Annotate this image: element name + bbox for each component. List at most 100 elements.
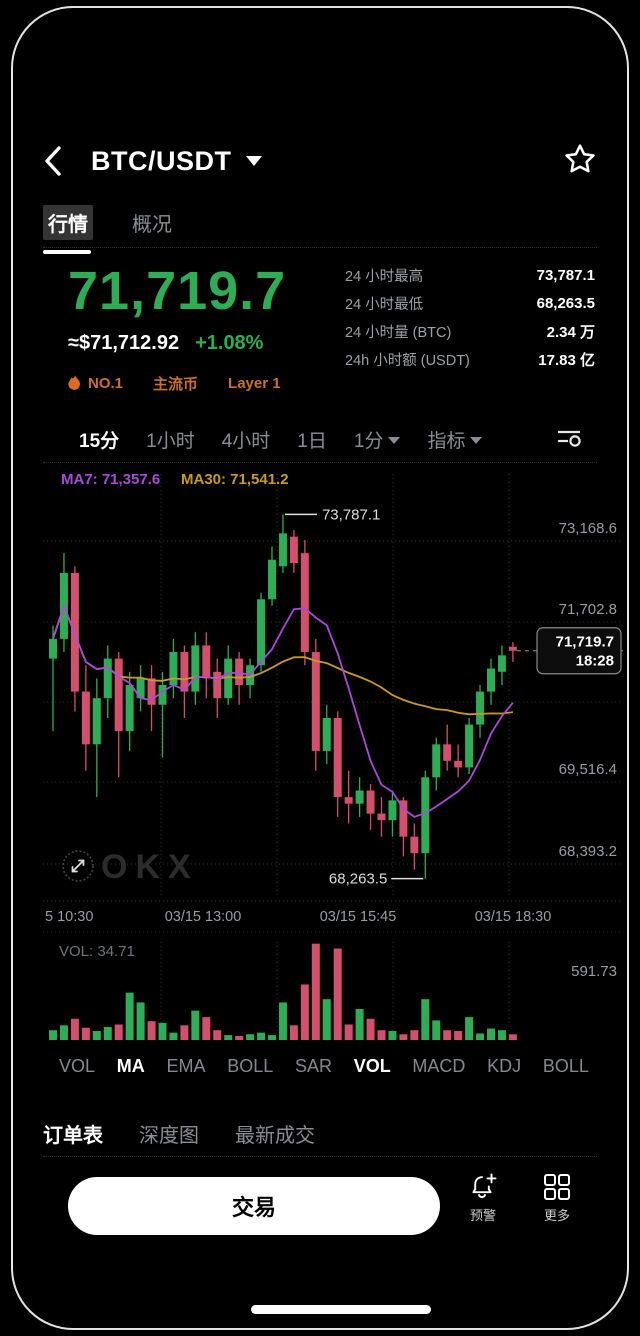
volume-labels: VOL: 34.71 591.73 <box>59 943 617 980</box>
fiat-price: ≈$71,712.92 <box>68 332 180 354</box>
stat-row-low: 24 小时最低 68,263.5 <box>345 293 595 314</box>
category-badge-mainstream[interactable]: 主流币 <box>153 373 198 394</box>
badge-row: NO.1 主流币 Layer 1 <box>68 373 281 394</box>
tab-market[interactable]: 行情 <box>43 205 93 254</box>
svg-text:03/15 13:00: 03/15 13:00 <box>165 909 242 925</box>
grid-more-icon <box>544 1174 570 1200</box>
category-badge-label: 主流币 <box>153 376 199 393</box>
svg-text:18:28: 18:28 <box>576 653 614 670</box>
svg-text:73,787.1: 73,787.1 <box>322 506 380 523</box>
timeframe-1d[interactable]: 1日 <box>297 426 327 453</box>
candles <box>49 514 517 879</box>
svg-text:03/15 15:45: 03/15 15:45 <box>320 909 397 925</box>
timeframe-bar: 15分 1小时 4小时 1日 1分 指标 <box>43 416 597 463</box>
svg-text:MA30: 71,541.2: MA30: 71,541.2 <box>181 471 289 488</box>
price-chart[interactable]: OKX MA7: 71,357.6 MA30: 71,541.2 73,787.1 68… <box>43 464 623 1044</box>
stats-panel: 24 小时最高 73,787.1 24 小时最低 68,263.5 24 小时量 (… <box>345 265 595 370</box>
indicator-vol2[interactable]: VOL <box>353 1055 391 1076</box>
layer1-badge-label: Layer 1 <box>228 375 281 392</box>
stat-label: 24 小时最低 <box>345 297 424 313</box>
header: BTC/USDT <box>43 136 597 186</box>
tab-latest-trades[interactable]: 最新成交 <box>235 1125 315 1147</box>
price-change-percent: +1.08% <box>195 332 264 354</box>
tab-overview[interactable]: 概况 <box>132 214 172 236</box>
indicator-vol[interactable]: VOL <box>59 1055 96 1076</box>
action-row: 交易 预警 更多 <box>43 1171 597 1243</box>
indicator-boll[interactable]: BOLL <box>227 1055 274 1076</box>
indicator-macd[interactable]: MACD <box>412 1055 466 1076</box>
chart-settings-button[interactable] <box>555 426 583 453</box>
alert-button[interactable]: 预警 <box>457 1173 509 1224</box>
candlestick-chart-svg: OKX MA7: 71,357.6 MA30: 71,541.2 73,787.1 68… <box>43 471 623 1040</box>
indicator-tab-bar: VOL MA EMA BOLL SAR VOL MACD KDJ BOLL <box>43 1046 597 1086</box>
timeframe-label: 4小时 <box>221 430 271 452</box>
rank-badge[interactable]: NO.1 <box>68 375 123 392</box>
back-button[interactable] <box>43 144 77 178</box>
star-icon <box>565 143 595 172</box>
indicator-ma[interactable]: MA <box>116 1055 145 1076</box>
phone-frame: BTC/USDT 行情 概况 71,719.7 ≈$71,712.92 +1.0… <box>11 6 629 1330</box>
stat-value: 68,263.5 <box>536 295 595 312</box>
svg-text:5 10:30: 5 10:30 <box>45 909 93 925</box>
more-label: 更多 <box>543 1208 570 1223</box>
timeframe-1h[interactable]: 1小时 <box>146 426 195 453</box>
stat-label: 24h 小时额 (USDT) <box>345 353 470 369</box>
timeframe-label: 1分 <box>353 430 384 452</box>
tab-order-book[interactable]: 订单表 <box>43 1125 103 1147</box>
last-price: 71,719.7 <box>68 261 287 321</box>
x-axis-labels: 5 10:30 03/15 13:00 03/15 15:45 03/15 18:30 <box>45 909 551 925</box>
timeframe-more-dropdown[interactable]: 1分 <box>354 426 401 453</box>
stat-row-volume-usdt: 24h 小时额 (USDT) 17.83 亿 <box>345 349 595 370</box>
timeframe-4h[interactable]: 4小时 <box>222 426 271 453</box>
high-annotation: 73,787.1 <box>284 506 380 523</box>
pair-dropdown-caret-icon[interactable] <box>245 156 262 166</box>
stat-row-high: 24 小时最高 73,787.1 <box>345 265 595 286</box>
ma30-line <box>52 603 514 716</box>
tab-depth-chart[interactable]: 深度图 <box>139 1125 199 1147</box>
chevron-down-icon <box>470 436 483 444</box>
svg-text:73,168.6: 73,168.6 <box>559 520 617 537</box>
indicator-boll2[interactable]: BOLL <box>542 1055 589 1076</box>
okx-watermark: OKX <box>101 848 199 886</box>
svg-text:71,719.7: 71,719.7 <box>556 634 614 651</box>
stat-value: 17.83 亿 <box>538 352 595 369</box>
chart-gridlines <box>43 474 623 1040</box>
last-price-tag: 71,719.7 18:28 <box>516 627 623 675</box>
svg-text:69,516.4: 69,516.4 <box>559 761 617 778</box>
chevron-left-icon <box>45 146 61 176</box>
price-block: 71,719.7 ≈$71,712.92 +1.08% <box>68 260 286 355</box>
chevron-down-icon <box>388 436 401 444</box>
ma7-line <box>52 603 514 818</box>
indicator-sar[interactable]: SAR <box>294 1055 332 1076</box>
stat-label: 24 小时量 (BTC) <box>345 325 452 341</box>
svg-text:71,702.8: 71,702.8 <box>559 601 617 618</box>
alert-label: 预警 <box>469 1208 496 1223</box>
timeframe-15m[interactable]: 15分 <box>79 426 119 453</box>
trade-button[interactable]: 交易 <box>68 1177 440 1235</box>
svg-text:68,263.5: 68,263.5 <box>329 871 387 888</box>
pair-title: BTC/USDT <box>91 145 232 176</box>
stat-value: 2.34 万 <box>546 324 595 341</box>
category-badge-layer1[interactable]: Layer 1 <box>228 375 281 392</box>
expand-chart-icon <box>62 850 94 882</box>
svg-text:OKX: OKX <box>101 848 199 886</box>
indicator-ema[interactable]: EMA <box>166 1055 206 1076</box>
timeframe-label: 1日 <box>297 430 327 452</box>
svg-text:591.73: 591.73 <box>571 963 617 980</box>
home-indicator[interactable] <box>251 1305 431 1314</box>
favorite-star-button[interactable] <box>563 142 597 181</box>
chart-settings-icon <box>558 430 581 447</box>
stat-value: 73,787.1 <box>536 267 595 284</box>
indicator-dropdown-label: 指标 <box>427 430 466 452</box>
indicator-kdj[interactable]: KDJ <box>487 1055 522 1076</box>
ma-labels: MA7: 71,357.6 MA30: 71,541.2 <box>61 471 289 488</box>
order-tab-bar: 订单表 深度图 最新成交 <box>43 1111 597 1157</box>
y-axis-labels: 73,168.6 71,702.8 69,516.4 68,393.2 <box>559 520 617 860</box>
svg-text:03/15 18:30: 03/15 18:30 <box>475 909 552 925</box>
rank-badge-label: NO.1 <box>88 375 124 392</box>
low-annotation: 68,263.5 <box>329 871 424 888</box>
more-button[interactable]: 更多 <box>531 1173 583 1224</box>
flame-icon <box>68 375 81 390</box>
indicator-dropdown[interactable]: 指标 <box>427 426 483 453</box>
